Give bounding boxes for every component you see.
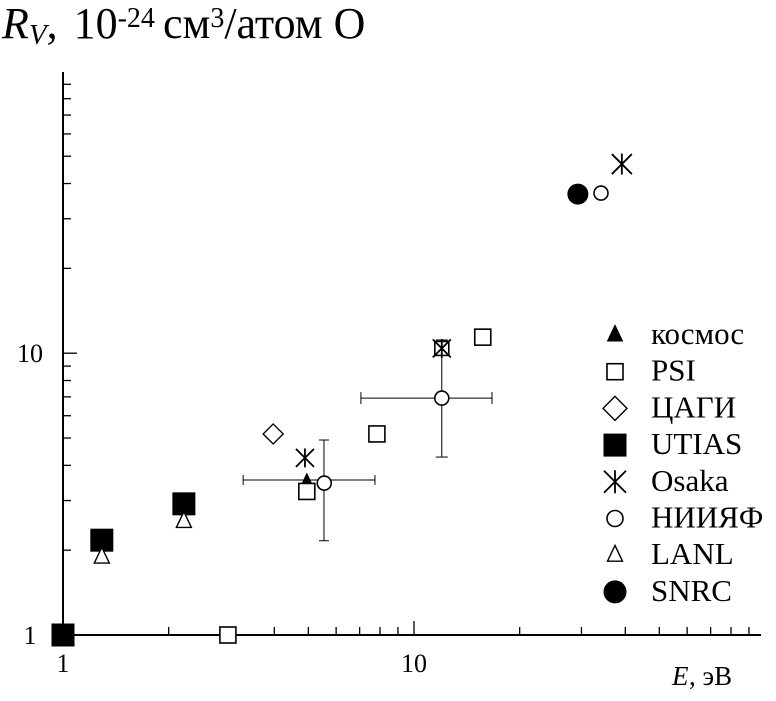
svg-text:Osaka: Osaka	[651, 463, 729, 498]
svg-text:SNRC: SNRC	[651, 573, 732, 608]
svg-text:LANL: LANL	[651, 536, 734, 571]
svg-text:UTIAS: UTIAS	[651, 426, 742, 461]
svg-text:1: 1	[24, 621, 37, 650]
svg-text:10: 10	[401, 649, 427, 678]
svg-text:1: 1	[57, 649, 70, 678]
svg-text:ЦАГИ: ЦАГИ	[651, 389, 736, 424]
svg-text:, эВ: , эВ	[689, 661, 732, 691]
svg-text:космос: космос	[651, 316, 744, 351]
svg-text:НИИЯФ: НИИЯФ	[651, 500, 763, 535]
svg-text:10: 10	[17, 339, 43, 368]
svg-text:E: E	[671, 661, 689, 691]
svg-text:PSI: PSI	[651, 353, 696, 388]
